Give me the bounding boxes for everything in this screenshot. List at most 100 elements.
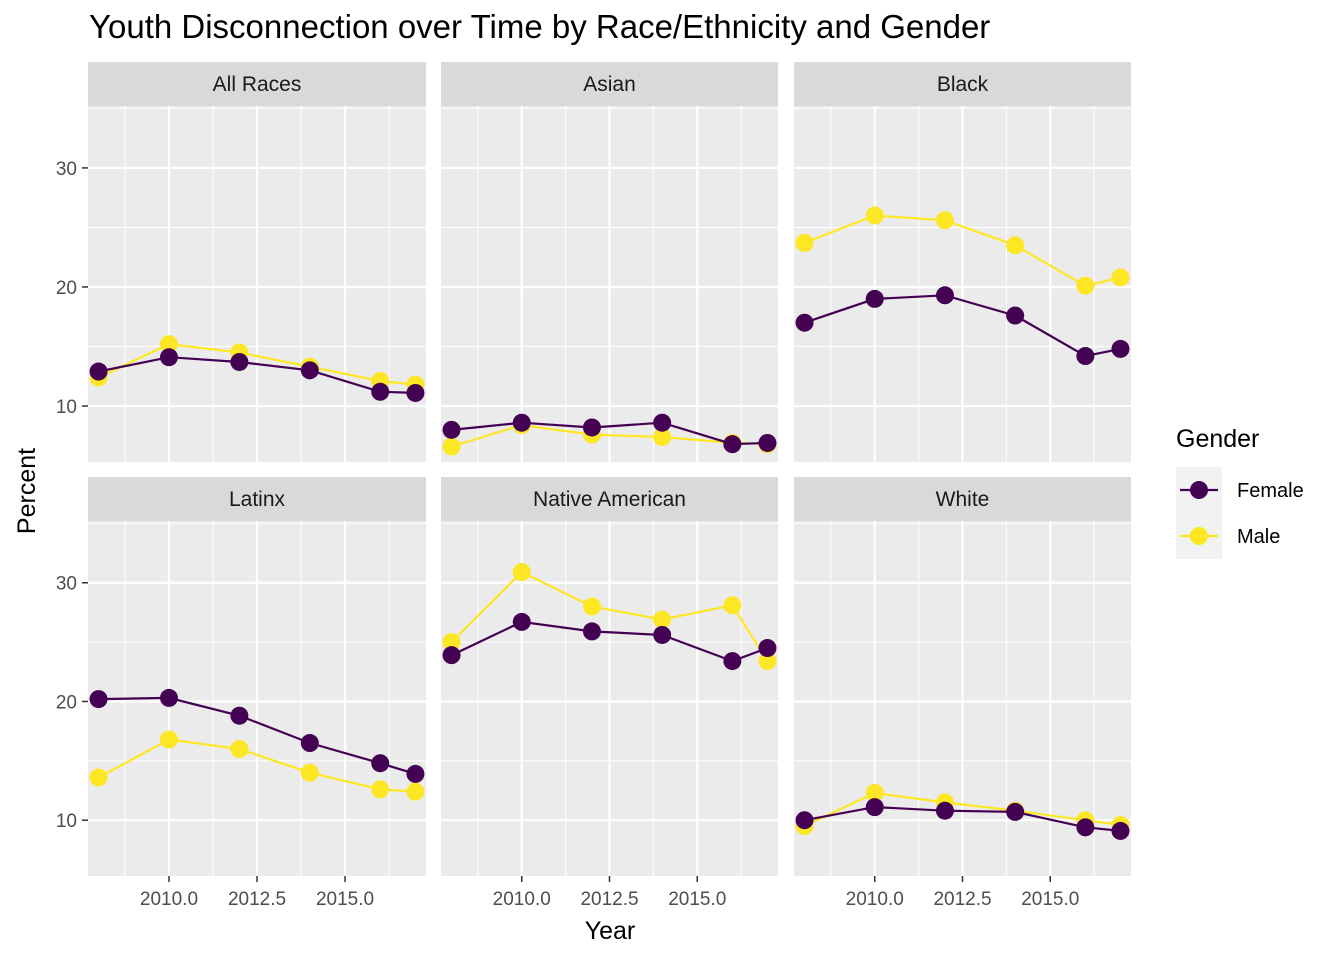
facet-strip [441, 477, 778, 521]
axes: 10 20 30 10 20 30 2010.0 2012.5 2015.0 2010.0 2012… [56, 159, 1079, 910]
facet-panel: Asian [441, 62, 778, 462]
legend: Gender Female Male [1176, 425, 1304, 559]
data-point-female [865, 289, 884, 308]
data-point-male [723, 596, 742, 615]
data-point-female [89, 690, 108, 709]
legend-label-female: Female [1237, 480, 1304, 502]
x-tick-label: 2012.5 [933, 889, 991, 910]
data-point-female [795, 313, 814, 332]
data-point-male [1111, 268, 1130, 287]
y-tick-label: 10 [56, 397, 77, 418]
data-point-female [582, 622, 601, 641]
data-point-female [406, 383, 425, 402]
data-point-female [442, 646, 461, 665]
data-point-female [406, 764, 425, 783]
data-point-female [230, 706, 249, 725]
data-point-female [865, 798, 884, 817]
x-tick-label: 2015.0 [668, 889, 726, 910]
data-point-male [935, 211, 954, 230]
facet-strip [88, 62, 426, 106]
facet-strip-label: Asian [583, 73, 636, 96]
data-point-male [406, 782, 425, 801]
facet-strip [794, 477, 1131, 521]
data-point-female [159, 348, 178, 367]
data-point-female [1076, 347, 1095, 366]
data-point-male [300, 763, 319, 782]
legend-key-point [1190, 527, 1208, 545]
data-point-female [512, 612, 531, 631]
data-point-female [1076, 818, 1095, 837]
data-point-female [371, 754, 390, 773]
facet-panel: Latinx [88, 477, 426, 876]
facet-panel: All Races [88, 62, 426, 462]
series-line-male [450, 570, 769, 662]
x-axis-title: Year [585, 917, 636, 945]
y-tick-label: 20 [56, 692, 77, 713]
data-point-female [935, 801, 954, 820]
data-point-male [758, 652, 777, 671]
data-point-male [865, 206, 884, 225]
data-point-female [300, 734, 319, 753]
x-tick-label: 2015.0 [316, 889, 374, 910]
data-point-male [159, 730, 178, 749]
facet-strip-label: All Races [213, 73, 302, 96]
data-point-male [442, 633, 461, 652]
legend-title: Gender [1176, 425, 1259, 453]
facet-strip [794, 62, 1131, 106]
data-point-female [230, 352, 249, 371]
data-point-male [582, 597, 601, 616]
legend-label-male: Male [1237, 526, 1280, 548]
data-point-female [512, 413, 531, 432]
facet-strip [441, 62, 778, 106]
data-point-female [442, 420, 461, 439]
facet-strip-label: White [936, 488, 990, 511]
data-point-female [89, 362, 108, 381]
x-tick-label: 2012.5 [580, 889, 638, 910]
data-point-male [795, 233, 814, 252]
data-point-female [795, 811, 814, 830]
x-tick-label: 2015.0 [1021, 889, 1079, 910]
y-tick-label: 30 [56, 574, 77, 595]
data-point-female [723, 435, 742, 454]
data-point-male [230, 739, 249, 758]
data-point-female [758, 433, 777, 452]
facet-strip [88, 477, 426, 521]
data-point-male [371, 780, 390, 799]
facet-panel: White [794, 477, 1131, 876]
y-tick-label: 30 [56, 159, 77, 180]
data-point-male [159, 335, 178, 354]
data-point-female [1006, 802, 1025, 821]
data-point-female [935, 286, 954, 305]
data-point-female [1111, 339, 1130, 358]
y-axis-title: Percent [13, 448, 41, 534]
data-point-male [1076, 276, 1095, 295]
data-point-female [653, 625, 672, 644]
data-point-female [159, 688, 178, 707]
data-point-female [723, 652, 742, 671]
data-point-male [1006, 236, 1025, 255]
y-tick-label: 20 [56, 278, 77, 299]
y-tick-label: 10 [56, 811, 77, 832]
data-point-male [653, 427, 672, 446]
data-point-male [442, 437, 461, 456]
data-point-female [582, 418, 601, 437]
data-point-male [653, 610, 672, 629]
data-point-female [758, 639, 777, 658]
facet-strip-label: Black [937, 73, 989, 96]
legend-key-point [1190, 481, 1208, 499]
data-point-male [865, 783, 884, 802]
data-point-female [1006, 306, 1025, 325]
data-point-female [300, 361, 319, 380]
x-tick-label: 2012.5 [228, 889, 286, 910]
data-point-male [89, 768, 108, 787]
facet-strip-label: Latinx [229, 488, 286, 511]
chart-title: Youth Disconnection over Time by Race/Et… [89, 8, 990, 45]
data-point-female [653, 413, 672, 432]
facet-strip-label: Native American [533, 488, 686, 511]
x-tick-label: 2010.0 [140, 889, 198, 910]
x-tick-label: 2010.0 [846, 889, 904, 910]
data-point-female [1111, 821, 1130, 840]
facet-panel: Native American [441, 477, 778, 876]
data-point-female [371, 382, 390, 401]
